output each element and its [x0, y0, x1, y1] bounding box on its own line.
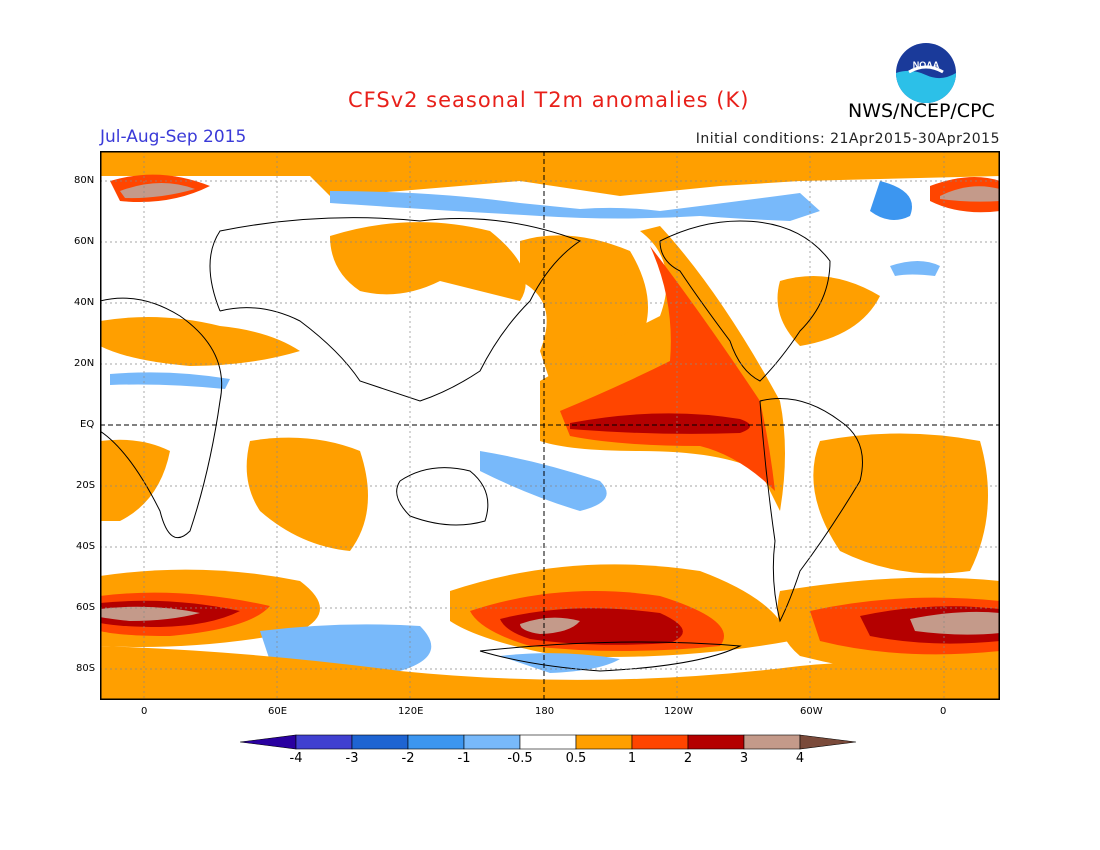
arctic-brown-west — [120, 182, 195, 199]
colorbar-tick-label: 4 — [795, 751, 805, 766]
coastlines — [100, 217, 863, 672]
colorbar-segment — [575, 734, 633, 750]
colorbar-tick-label: 3 — [739, 751, 749, 766]
colorbar-tick-label: -0.5 — [507, 751, 533, 766]
southern-ocean-brown-west — [100, 606, 200, 621]
lat-tick-40n: 40N — [74, 297, 95, 308]
east-atlantic-cool — [890, 261, 940, 276]
forecast-period: Jul-Aug-Sep 2015 — [100, 127, 247, 147]
colorbar-tick-label: 0.5 — [565, 751, 587, 766]
arctic-cool-band — [330, 191, 820, 221]
colorbar-segment — [295, 734, 353, 750]
colorbar-segment — [407, 734, 465, 750]
lat-tick-20n: 20N — [74, 358, 95, 369]
lat-tick-80n: 80N — [74, 175, 95, 186]
graticule — [100, 151, 1000, 700]
antarctic-cool-central — [500, 653, 620, 673]
anomaly-map — [100, 151, 1000, 700]
north-atlantic-warm — [777, 276, 880, 346]
lat-tick-eq: EQ — [80, 419, 95, 430]
west-africa-warm — [100, 439, 170, 521]
antarctic-warm-band — [100, 646, 1000, 700]
noaa-logo-text: NOAA — [913, 60, 940, 70]
colorbar-tick-label: 1 — [627, 751, 637, 766]
colorbar-arrow-low — [240, 734, 297, 750]
southern-ocean-brown-central — [520, 617, 580, 634]
lon-tick-60e: 60E — [268, 706, 288, 717]
agency-label: NWS/NCEP/CPC — [848, 100, 995, 122]
nino-core — [570, 413, 750, 434]
lat-tick-40s: 40S — [76, 541, 96, 552]
lat-tick-60n: 60N — [74, 236, 95, 247]
colorbar-tick-label: -2 — [401, 751, 415, 766]
arctic-brown-east — [940, 186, 1000, 202]
lon-tick-180: 180 — [535, 706, 555, 717]
sahel-cool — [110, 372, 230, 389]
sahara-warm — [100, 317, 300, 366]
chart-title: CFSv2 seasonal T2m anomalies (K) — [348, 88, 750, 112]
lon-tick-120w: 120W — [664, 706, 693, 717]
colorbar-segment — [463, 734, 521, 750]
colorbar-tick-label: 2 — [683, 751, 693, 766]
lat-tick-20s: 20S — [76, 480, 96, 491]
colorbar-arrow-high — [799, 734, 857, 750]
colorbar-tick-label: -3 — [345, 751, 359, 766]
arctic-warm-region — [100, 151, 1000, 196]
initial-conditions: Initial conditions: 21Apr2015-30Apr2015 — [695, 131, 1000, 147]
colorbar-tick-label: -1 — [457, 751, 471, 766]
colorbar-tick-label: -4 — [289, 751, 303, 766]
colorbar — [240, 734, 857, 750]
lon-tick-0-left: 0 — [141, 706, 148, 717]
lat-tick-60s: 60S — [76, 602, 96, 613]
south-pacific-cool — [480, 451, 607, 511]
southern-ocean-core-central — [500, 608, 683, 645]
lon-tick-120e: 120E — [398, 706, 424, 717]
lat-tick-80s: 80S — [76, 663, 96, 674]
colorbar-segment — [743, 734, 801, 750]
colorbar-segment — [687, 734, 745, 750]
south-atlantic-warm — [813, 433, 988, 574]
noaa-logo: NOAA — [896, 43, 956, 103]
lon-tick-60w: 60W — [800, 706, 823, 717]
colorbar-segment — [519, 734, 577, 750]
lon-tick-0-right: 0 — [940, 706, 947, 717]
colorbar-segment — [351, 734, 409, 750]
greenland-cool — [870, 181, 912, 220]
southern-ocean-brown-east — [910, 611, 1000, 635]
colorbar-segment — [631, 734, 689, 750]
